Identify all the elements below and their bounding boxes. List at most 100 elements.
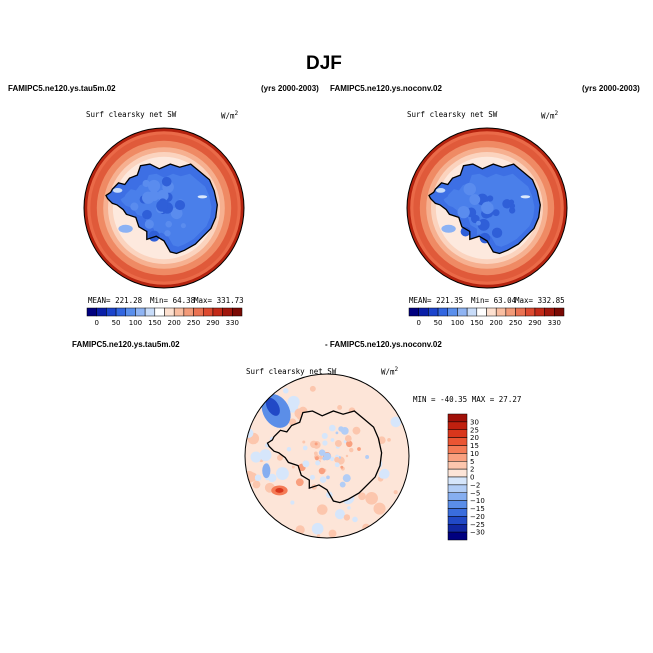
- diff-land-blob: [302, 440, 306, 444]
- panel3-map: [244, 373, 410, 539]
- diff-land-blob: [318, 449, 326, 456]
- diff-land-blob: [295, 478, 304, 487]
- colorbar-box: [476, 307, 487, 317]
- diff-land-blob: [299, 466, 303, 470]
- diff-land-blob: [313, 451, 318, 456]
- years-left-label: (yrs 2000-2003): [261, 84, 319, 93]
- panel2-min: Min= 63.04: [471, 296, 517, 305]
- diff-ocean-blob: [276, 454, 284, 461]
- diff-land-blob: [302, 445, 308, 451]
- colorbar-box: [447, 476, 468, 486]
- colorbar-box: [115, 307, 126, 317]
- diff-ocean-blob: [283, 387, 289, 394]
- colorbar-box: [173, 307, 185, 317]
- diff-ocean-blob: [352, 516, 358, 523]
- ice-texture: [142, 191, 155, 204]
- colorbar-box: [544, 307, 555, 317]
- diff-ocean-blob: [252, 480, 261, 489]
- panel2-units: W/m2: [541, 110, 559, 121]
- diff-ocean-blob: [316, 504, 328, 515]
- colorbar-box: [222, 307, 233, 317]
- ice-texture: [502, 199, 512, 209]
- ice-texture: [157, 189, 169, 202]
- diff-land-blob: [314, 442, 318, 446]
- diff-land-blob: [340, 465, 344, 469]
- diff-ocean-blob: [290, 500, 295, 505]
- colorbar-box: [534, 307, 545, 317]
- ice-texture: [492, 209, 500, 217]
- diff-land-blob: [326, 475, 330, 480]
- panel1-colorbar: 0 50 100 150 200 250 290 330: [86, 307, 243, 327]
- ice-texture: [147, 179, 161, 193]
- colorbar-box: [447, 437, 468, 446]
- colorbar-box: [466, 307, 478, 317]
- colorbar-tick-label: 290: [528, 319, 541, 327]
- colorbar-box: [447, 453, 468, 462]
- colorbar-box: [447, 524, 468, 533]
- diff-ocean-blob: [267, 473, 277, 483]
- diff-land-blob: [334, 462, 340, 468]
- colorbar-box: [125, 307, 136, 317]
- panel1-variable: Surf clearsky net SW: [86, 110, 177, 119]
- colorbar-tick-label: 200: [168, 319, 181, 327]
- colorbar-tick-label: 150: [470, 319, 483, 327]
- ice-texture: [476, 220, 481, 226]
- diff-land-blob: [334, 456, 340, 463]
- colorbar-box: [106, 307, 117, 317]
- colorbar-tick-label: 30: [470, 418, 479, 426]
- diff-land-blob: [323, 452, 332, 461]
- coastline: [266, 410, 383, 504]
- diff-ocean-blob: [358, 492, 366, 501]
- colorbar-box: [183, 307, 194, 317]
- colorbar-tick-label: 330: [548, 319, 561, 327]
- diff-land-blob: [352, 426, 361, 435]
- diff-land-blob: [365, 455, 370, 459]
- panel2-variable: Surf clearsky net SW: [407, 110, 498, 119]
- panel3-variable: Surf clearsky net SW: [246, 367, 337, 376]
- panel2-map: [406, 127, 568, 289]
- colorbar-tick-label: 100: [129, 319, 142, 327]
- colorbar-tick-label: 15: [470, 442, 479, 450]
- diff-ocean-blob: [309, 385, 316, 392]
- colorbar-box: [203, 307, 214, 317]
- weddell-patch: [441, 224, 456, 233]
- diff-land-blob: [315, 460, 321, 466]
- diff-land-blob: [310, 440, 318, 448]
- diff-right-label: - FAMIPC5.ne120.ys.noconv.02: [325, 340, 442, 349]
- ice-texture: [508, 207, 516, 214]
- colorbar-box: [447, 516, 468, 525]
- diff-land-blob: [344, 435, 352, 442]
- colorbar-box: [447, 468, 468, 478]
- diff-ocean-blob: [347, 506, 351, 510]
- diff-land-blob: [340, 427, 349, 435]
- diff-ocean-blob: [337, 405, 343, 410]
- colorbar-box: [447, 531, 468, 541]
- ice-texture: [477, 218, 490, 231]
- diff-land-blob: [309, 474, 315, 480]
- diff-land-blob: [339, 481, 346, 488]
- colorbar-tick-label: 20: [470, 434, 479, 442]
- diff-land-blob: [322, 440, 328, 446]
- diff-land-blob: [346, 440, 353, 448]
- diff-land-blob: [357, 447, 361, 451]
- colorbar-tick-label: −5: [470, 489, 480, 497]
- diff-land-blob: [291, 465, 295, 469]
- diff-ocean-blob: [311, 522, 324, 535]
- colorbar-box: [447, 421, 468, 430]
- diff-ocean-blob: [316, 534, 321, 538]
- colorbar-box: [418, 307, 429, 317]
- ice-texture: [481, 201, 494, 215]
- ice-texture: [469, 194, 481, 205]
- diff-ocean-blob: [373, 502, 386, 515]
- peninsula-patch: [112, 188, 123, 193]
- ice-texture: [463, 182, 476, 196]
- panel3-units: W/m2: [381, 366, 399, 377]
- ice-texture: [491, 227, 503, 238]
- colorbar-tick-label: 50: [434, 319, 443, 327]
- colorbar-box: [495, 307, 507, 317]
- diff-ocean-blob: [387, 438, 391, 442]
- diff-ocean-blob: [362, 523, 370, 532]
- years-right-label: (yrs 2000-2003): [582, 84, 640, 93]
- diff-ocean-blob: [276, 467, 289, 480]
